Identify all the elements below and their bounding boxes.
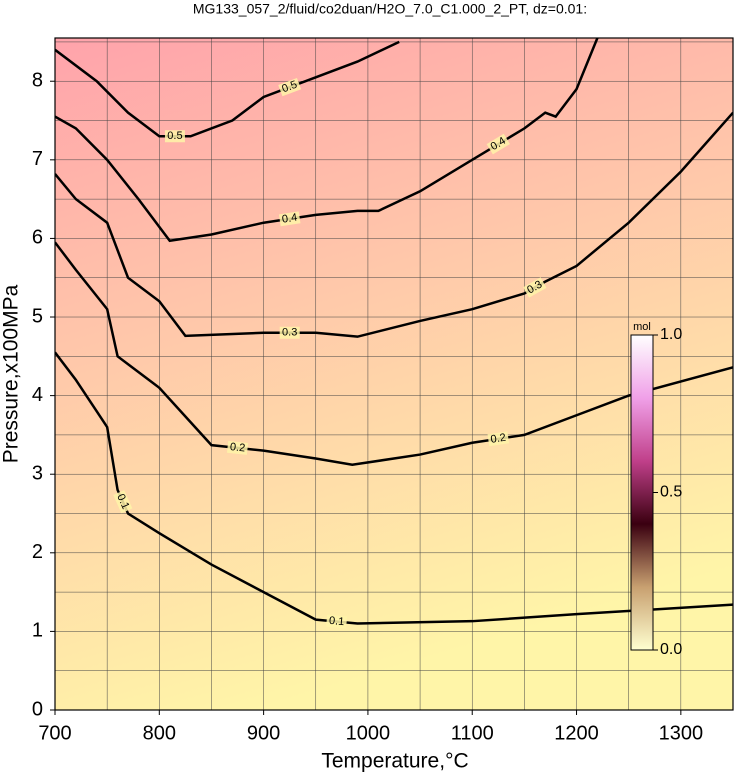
chart-title: MG133_057_2/fluid/co2duan/H2O_7.0_C1.000…: [193, 1, 587, 17]
contour-label: 0.4: [281, 212, 298, 226]
y-tick-label: 3: [32, 462, 43, 484]
contour-line: [55, 38, 599, 243]
contour-label-bg: [523, 277, 547, 298]
contour-label-bg: [486, 133, 510, 155]
contour-label: 0.2: [490, 432, 507, 446]
x-tick-label: 800: [143, 722, 176, 744]
contour-label-bg: [278, 77, 302, 97]
contour-label: 0.3: [282, 327, 297, 339]
colorbar-tick-label: 0.0: [660, 641, 682, 658]
colorbar: [630, 334, 654, 651]
x-tick-label: 700: [38, 722, 71, 744]
contour-label: 0.1: [328, 615, 344, 628]
x-tick-label: 1200: [554, 722, 599, 744]
contour-line: [55, 241, 733, 467]
x-tick-label: 900: [247, 722, 280, 744]
contour-label-bg: [279, 326, 300, 339]
plot-background: [55, 38, 733, 710]
colorbar-tick-label: 1.0: [660, 326, 682, 343]
contour-label-bg: [113, 490, 133, 514]
x-tick-label: 1300: [659, 722, 704, 744]
contour-line: [55, 40, 400, 138]
contour-label: 0.5: [167, 130, 182, 142]
y-tick-label: 4: [32, 384, 43, 406]
y-tick-label: 2: [32, 541, 43, 563]
contour-line: [55, 111, 733, 338]
contour-label-bg: [226, 440, 249, 455]
contour-label-bg: [326, 614, 348, 629]
contour-label: 0.1: [114, 492, 131, 511]
x-tick-label: 1000: [346, 722, 391, 744]
contour-label: 0.2: [229, 441, 245, 455]
contour-line: [55, 351, 733, 625]
contours: 0.10.10.20.20.30.30.40.40.50.5: [55, 38, 733, 629]
plot-frame: [54, 37, 734, 711]
contour-label-bg: [278, 211, 301, 227]
y-tick-label: 6: [32, 227, 43, 249]
colorbar-tick-label: 0.5: [660, 484, 682, 501]
y-tick-label: 1: [32, 620, 43, 642]
y-tick-label: 0: [32, 698, 43, 720]
y-tick-label: 5: [32, 305, 43, 327]
x-tick-label: 1100: [451, 722, 494, 744]
contour-label-bg: [164, 130, 185, 143]
contour-label: 0.5: [280, 79, 299, 96]
contour-label-bg: [487, 431, 510, 447]
x-axis-label: Temperature,°C: [321, 750, 468, 773]
y-tick-label: 7: [32, 148, 43, 170]
colorbar-title: mol: [633, 321, 651, 333]
y-tick-label: 8: [32, 70, 43, 92]
y-axis-label: Pressure,x100MPa: [0, 284, 23, 463]
